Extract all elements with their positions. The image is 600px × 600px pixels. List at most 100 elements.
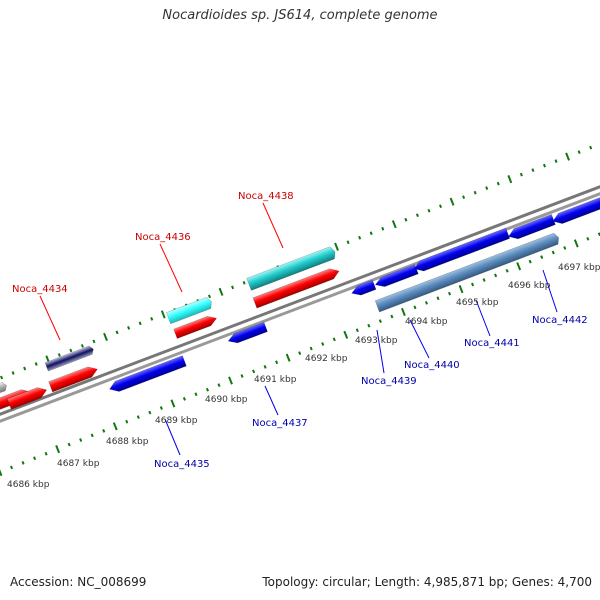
kbp-label: 4696 kbp [508, 281, 551, 291]
minor-tick [44, 451, 48, 456]
minor-tick [563, 246, 567, 250]
major-tick [334, 242, 339, 251]
major-tick [343, 330, 349, 339]
minor-tick [125, 419, 129, 424]
kbp-label: 4697 kbp [558, 263, 600, 273]
minor-tick [438, 204, 443, 209]
minor-tick [369, 231, 373, 236]
leader-line-reverse [264, 385, 279, 416]
minor-tick [252, 369, 256, 374]
major-tick [285, 353, 291, 362]
gene-reverse [351, 279, 377, 296]
kbp-label: 4694 kbp [405, 317, 448, 327]
minor-tick [496, 181, 500, 186]
major-tick [391, 220, 397, 229]
minor-tick [485, 186, 489, 191]
leader-line-reverse [376, 329, 385, 374]
kbp-label: 4692 kbp [305, 354, 348, 364]
minor-tick [90, 433, 94, 438]
gene-label-reverse: Noca_4437 [252, 418, 308, 429]
minor-tick [424, 300, 428, 305]
gene-label-reverse: Noca_4435 [154, 459, 210, 470]
major-tick [103, 332, 108, 342]
minor-tick [540, 255, 544, 259]
kbp-label: 4688 kbp [106, 437, 149, 447]
gene-label-forward: Noca_4438 [238, 191, 294, 202]
major-tick [160, 310, 166, 319]
kbp-label: 4690 kbp [205, 395, 248, 405]
major-tick [507, 175, 513, 184]
minor-tick [69, 348, 73, 353]
gene-label-forward: Noca_4436 [135, 232, 191, 243]
gene-label-forward: Noca_4434 [12, 284, 68, 295]
minor-tick [482, 278, 486, 282]
minor-tick [298, 351, 302, 355]
major-tick [55, 445, 61, 454]
minor-tick [115, 330, 119, 335]
backbone-line-upper [0, 185, 600, 416]
minor-tick [462, 195, 466, 200]
gene-other [165, 296, 212, 325]
gene-other [44, 345, 94, 372]
gene-label-reverse: Noca_4439 [361, 376, 417, 387]
leader-line-forward [39, 295, 61, 341]
minor-tick [127, 326, 131, 330]
minor-tick [207, 294, 211, 299]
minor-tick [378, 319, 382, 323]
minor-tick [309, 346, 313, 351]
minor-tick [275, 360, 279, 365]
minor-tick [473, 190, 477, 195]
gene-label-reverse: Noca_4440 [404, 360, 460, 371]
gene-other [0, 382, 7, 396]
minor-tick [138, 321, 142, 326]
major-tick [516, 262, 522, 271]
major-tick [112, 422, 118, 431]
minor-tick [33, 456, 37, 461]
leader-line-forward [262, 202, 284, 249]
major-tick [458, 285, 464, 294]
kbp-label: 4693 kbp [355, 336, 398, 346]
minor-tick [551, 250, 555, 255]
minor-tick [381, 226, 385, 231]
minor-tick [358, 235, 362, 240]
gene-reverse [552, 195, 600, 224]
minor-tick [519, 172, 523, 177]
minor-tick [102, 428, 106, 433]
minor-tick [586, 236, 590, 241]
minor-tick [57, 353, 61, 357]
major-tick [573, 239, 579, 248]
minor-tick [148, 410, 152, 415]
minor-tick [554, 159, 558, 163]
minor-tick [321, 342, 325, 346]
minor-tick [92, 339, 96, 344]
minor-tick [427, 208, 431, 213]
minor-tick [355, 328, 359, 333]
minor-tick [390, 314, 394, 319]
minor-tick [404, 217, 408, 222]
minor-tick [150, 317, 154, 321]
minor-tick [436, 296, 440, 301]
major-tick [228, 376, 233, 385]
gene-other [246, 246, 336, 291]
minor-tick [413, 305, 417, 310]
minor-tick [263, 364, 267, 369]
minor-tick [242, 280, 246, 285]
map-labels: 4686 kbp 4687 kbp 4688 kbp 4689 kbp 4690 kbp… [7, 191, 600, 490]
minor-tick [0, 375, 4, 380]
major-tick [401, 307, 406, 317]
minor-tick [67, 442, 71, 447]
genome-title: Nocardioides sp. JS614, complete genome [162, 8, 438, 23]
gene-forward [6, 387, 48, 410]
minor-tick [217, 383, 221, 387]
minor-tick [589, 145, 593, 150]
minor-tick [240, 374, 244, 378]
minor-tick [231, 285, 235, 290]
kbp-label: 4691 kbp [254, 375, 297, 385]
leader-line-reverse [164, 418, 181, 456]
minor-tick [367, 323, 371, 328]
gene-reverse [508, 213, 556, 240]
minor-tick [542, 163, 546, 168]
gene-forward [48, 366, 98, 393]
major-tick [0, 469, 3, 477]
